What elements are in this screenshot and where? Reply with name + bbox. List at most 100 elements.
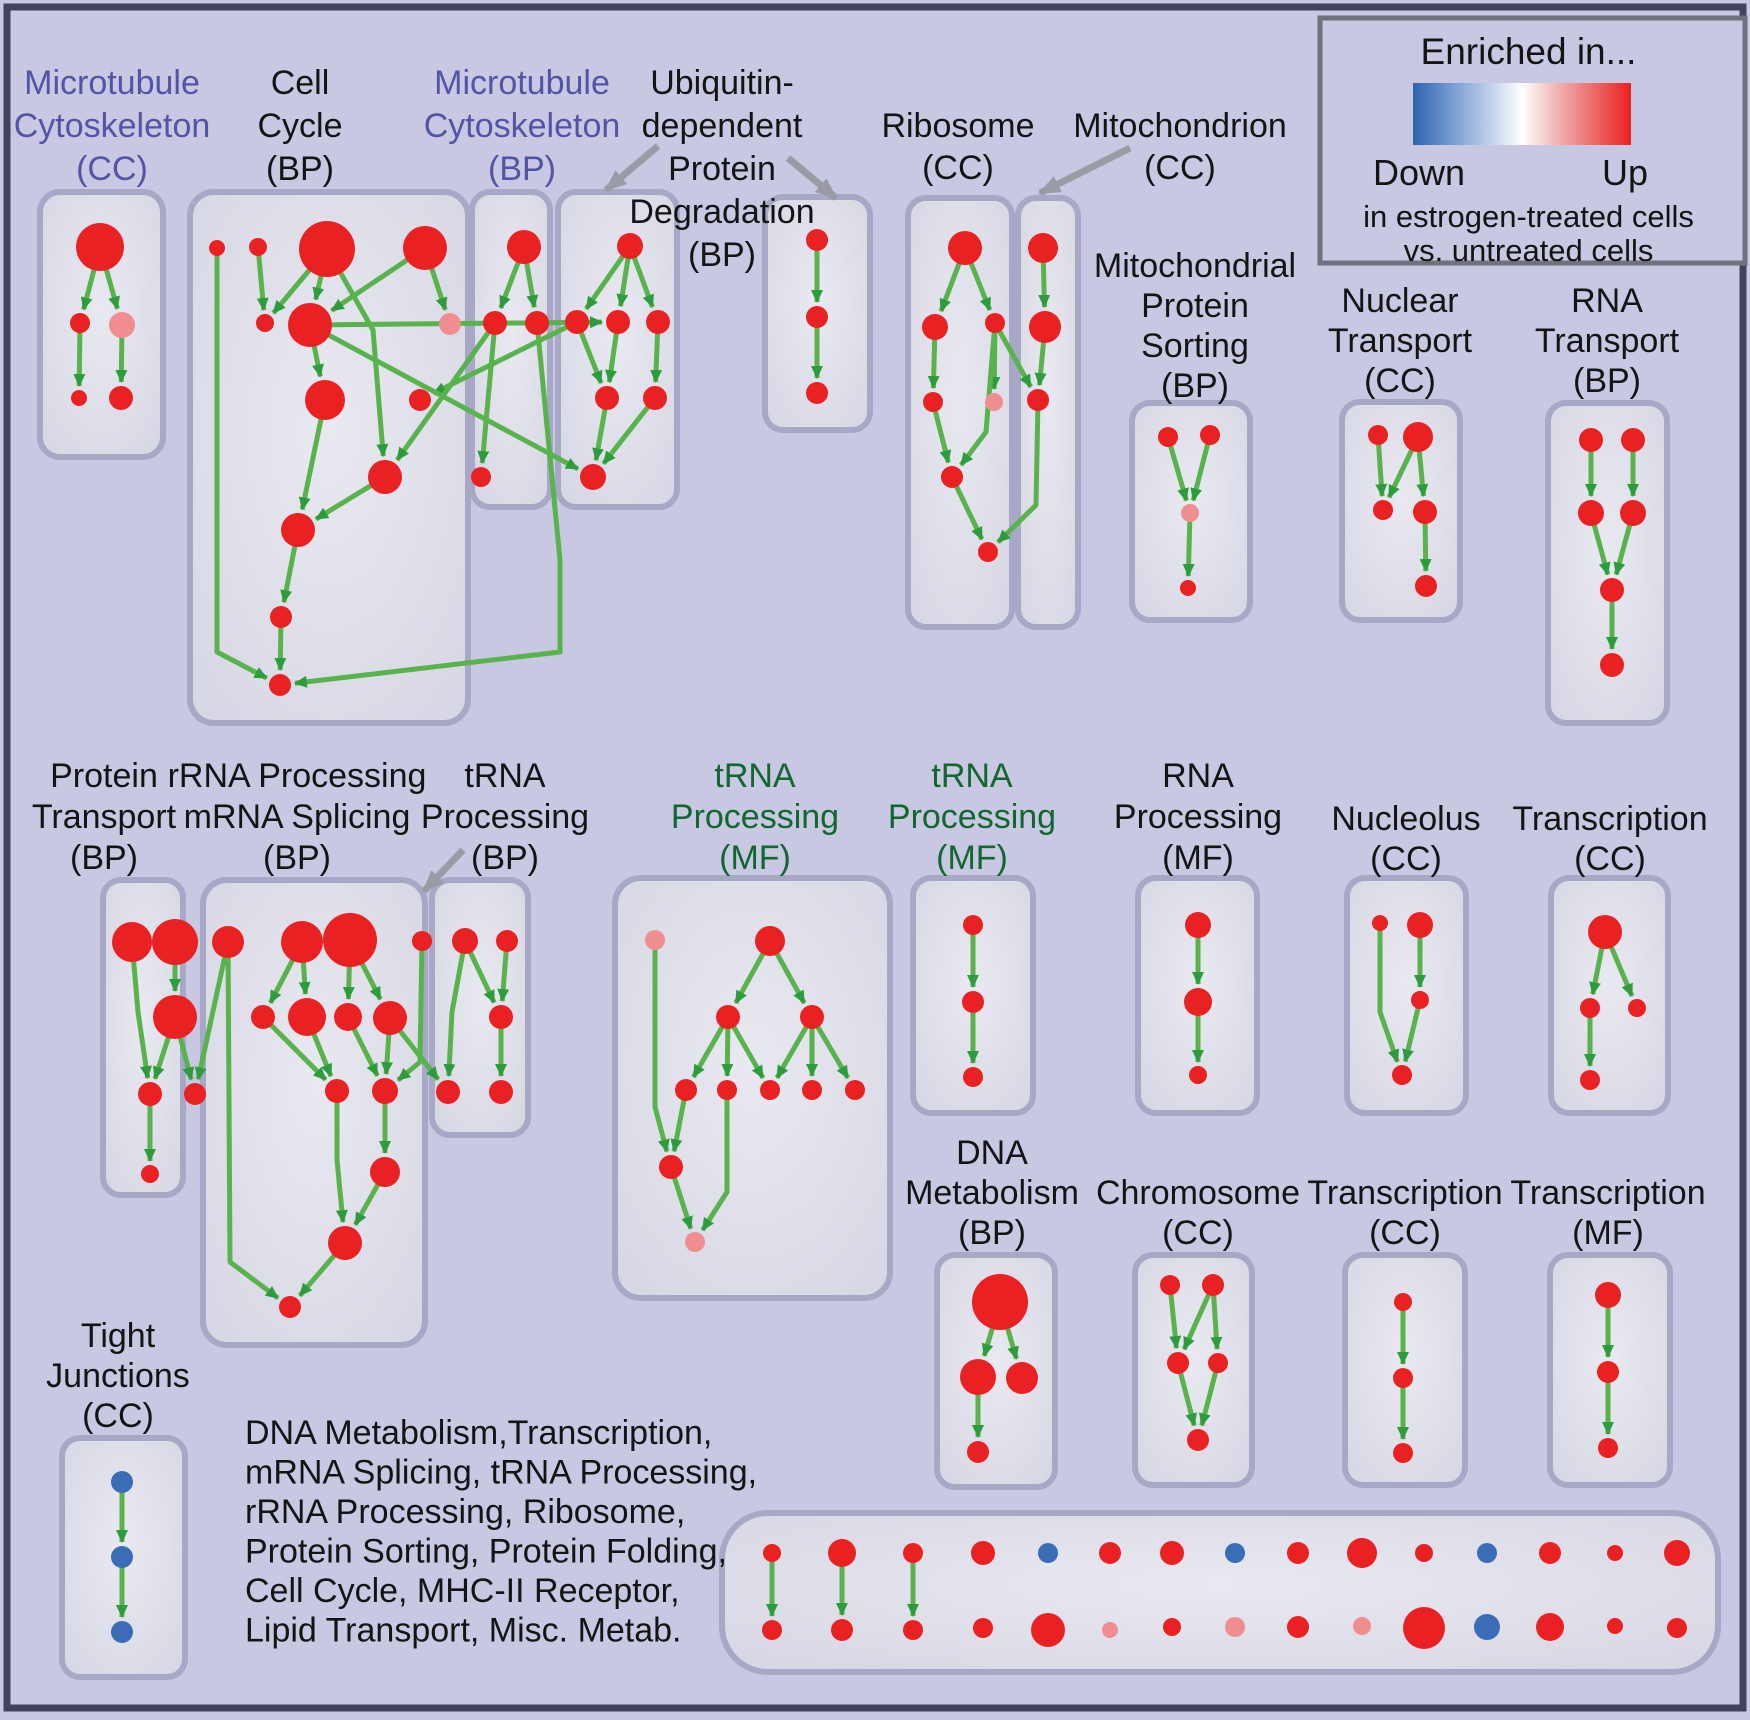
- go-term-node: [646, 310, 670, 334]
- go-relation-edge: [700, 1090, 730, 1232]
- go-term-node: [153, 995, 197, 1039]
- cluster-label-trna-processing-mf-small: tRNA Processing (MF): [888, 757, 1056, 877]
- legend-down-label: Down: [1373, 152, 1465, 193]
- go-term-node: [141, 1165, 159, 1183]
- go-term-node: [1588, 915, 1622, 949]
- go-relation-edge: [1181, 1283, 1216, 1351]
- go-term-node: [439, 313, 461, 335]
- go-term-node: [1181, 504, 1199, 522]
- go-term-node: [1225, 1543, 1245, 1563]
- cluster-label-transcription-cc-low: Transcription (CC): [1307, 1174, 1502, 1252]
- go-term-node: [1180, 580, 1196, 596]
- misc-terms-line: mRNA Splicing, tRNA Processing,: [245, 1454, 757, 1492]
- go-term-node: [806, 382, 828, 404]
- go-term-node: [1208, 1353, 1228, 1373]
- go-term-node: [963, 915, 983, 935]
- go-term-node: [1403, 1607, 1445, 1649]
- go-term-node: [1368, 425, 1388, 445]
- go-term-node: [270, 606, 292, 628]
- go-term-node: [645, 930, 665, 950]
- go-term-node: [1477, 1543, 1497, 1563]
- go-term-node: [112, 922, 152, 962]
- cluster-label-nucleolus-cc: Nucleolus (CC): [1331, 800, 1480, 878]
- go-term-node: [1392, 1065, 1412, 1085]
- go-term-node: [76, 223, 124, 271]
- cluster-box-chromosome-cc: [1132, 1252, 1255, 1488]
- cluster-label-ribosome-cc: Ribosome (CC): [881, 107, 1034, 187]
- go-term-node: [606, 310, 630, 334]
- go-term-node: [1600, 578, 1624, 602]
- go-term-node: [960, 1359, 996, 1395]
- go-term-node: [565, 310, 589, 334]
- go-term-node: [617, 233, 643, 259]
- annotations: Microtubule Cytoskeleton (CC) Cell Cycle (BP)…: [14, 64, 1708, 1435]
- go-term-node: [1185, 912, 1211, 938]
- go-term-node: [1029, 311, 1061, 343]
- go-term-node: [1373, 500, 1393, 520]
- go-relation-edge: [293, 322, 563, 688]
- go-relation-edge: [443, 940, 468, 1078]
- go-relation-edge: [255, 246, 269, 312]
- go-term-node: [962, 991, 984, 1013]
- cluster-label-rna-processing-mf: RNA Processing (MF): [1114, 757, 1282, 877]
- misc-terms-line: DNA Metabolism,Transcription,: [245, 1414, 712, 1452]
- go-relation-edge: [1167, 1284, 1182, 1350]
- go-term-node: [1578, 500, 1604, 526]
- go-relation-edge: [1375, 434, 1388, 498]
- go-term-node: [1200, 425, 1220, 445]
- cluster-label-transcription-cc-mid: Transcription (CC): [1512, 800, 1707, 878]
- misc-terms-text-block: DNA Metabolism,Transcription,mRNA Splici…: [245, 1414, 757, 1650]
- go-term-node: [507, 230, 541, 264]
- legend-subtitle-line1: in estrogen-treated cells: [1363, 199, 1694, 234]
- go-term-node: [1595, 1282, 1621, 1308]
- go-term-node: [978, 542, 998, 562]
- go-term-node: [138, 1082, 162, 1106]
- go-term-node: [1225, 1617, 1245, 1637]
- go-term-node: [1027, 389, 1049, 411]
- cluster-label-rrna-processing-mrna-splicing-bp: rRNA Processing mRNA Splicing (BP): [168, 757, 427, 877]
- legend-subtitle-line2: vs. untreated cells: [1404, 233, 1654, 268]
- cluster-label-nuclear-transport-cc: Nuclear Transport (CC): [1328, 282, 1473, 400]
- cluster-box-ubiquitin-degradation-bp-left: [555, 189, 680, 510]
- go-term-node: [1415, 575, 1437, 597]
- go-term-node: [923, 392, 943, 412]
- go-term-node: [1006, 1362, 1038, 1394]
- go-term-node: [580, 464, 606, 490]
- go-term-node: [152, 919, 198, 965]
- cluster-box-rrna-processing-mrna-splicing-bp: [200, 877, 428, 1348]
- go-relation-edge: [214, 248, 268, 681]
- misc-terms-line: Cell Cycle, MHC-II Receptor,: [245, 1572, 680, 1610]
- go-term-node: [1620, 500, 1646, 526]
- go-term-node: [212, 926, 244, 958]
- go-term-node: [1394, 1293, 1412, 1311]
- go-term-node: [71, 390, 87, 406]
- go-term-node: [409, 389, 431, 411]
- go-term-node: [985, 313, 1005, 333]
- go-relation-edge: [1402, 999, 1423, 1063]
- go-term-node: [1403, 422, 1433, 452]
- go-relation-edge: [1165, 436, 1189, 502]
- go-relation-edge: [324, 247, 389, 458]
- cluster-label-mitochondrial-protein-sorting-bp: Mitochondrial Protein Sorting (BP): [1094, 247, 1296, 405]
- cluster-label-rna-transport-bp: RNA Transport (BP): [1535, 282, 1680, 400]
- go-term-node: [1353, 1617, 1371, 1635]
- go-term-node: [1163, 1618, 1181, 1636]
- go-term-node: [1579, 428, 1603, 452]
- go-term-node: [1580, 1070, 1600, 1090]
- go-term-node: [967, 1441, 989, 1463]
- go-term-node: [1407, 912, 1433, 938]
- go-term-node: [334, 1003, 362, 1031]
- go-term-node: [1474, 1614, 1500, 1640]
- figure-frame: [3, 3, 1747, 1712]
- legend: Enriched in... Down Up in estrogen-treated …: [1317, 15, 1748, 268]
- go-term-node: [1664, 1540, 1690, 1566]
- go-term-node: [256, 314, 274, 332]
- go-term-node: [370, 1157, 400, 1187]
- go-term-node: [643, 386, 667, 410]
- go-term-node: [269, 674, 291, 696]
- go-relation-edge: [959, 322, 998, 467]
- go-term-node: [1189, 1066, 1207, 1084]
- go-term-node: [1158, 427, 1178, 447]
- go-term-node: [452, 928, 478, 954]
- go-term-node: [373, 1001, 407, 1035]
